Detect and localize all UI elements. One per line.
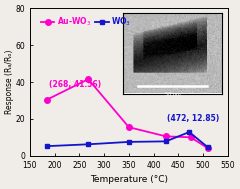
Au-WO$_3$ (46, 98, 49, 101)
Text: (268, 41.56): (268, 41.56) (49, 80, 101, 88)
X-axis label: Temperature (°C): Temperature (°C) (90, 175, 168, 184)
Line: WO$_3$: WO$_3$ (45, 130, 210, 150)
Au-WO$_3$ (165, 135, 168, 138)
WO$_3$ (87, 143, 90, 146)
Legend: Au-WO$_3$, WO$_3$: Au-WO$_3$, WO$_3$ (38, 12, 134, 31)
WO$_3$ (46, 145, 49, 147)
WO$_3$ (127, 141, 130, 143)
WO$_3$ (188, 131, 191, 133)
WO$_3$ (165, 140, 168, 143)
WO$_3$ (207, 146, 210, 149)
Au-WO$_3$ (189, 136, 192, 138)
Au-WO$_3$ (127, 126, 130, 128)
Text: (472, 12.85): (472, 12.85) (167, 114, 219, 123)
Y-axis label: Response (Rₐ/Rₒ): Response (Rₐ/Rₒ) (5, 50, 14, 114)
Line: Au-WO$_3$: Au-WO$_3$ (44, 76, 211, 151)
Au-WO$_3$ (87, 78, 90, 80)
Au-WO$_3$ (207, 147, 210, 149)
